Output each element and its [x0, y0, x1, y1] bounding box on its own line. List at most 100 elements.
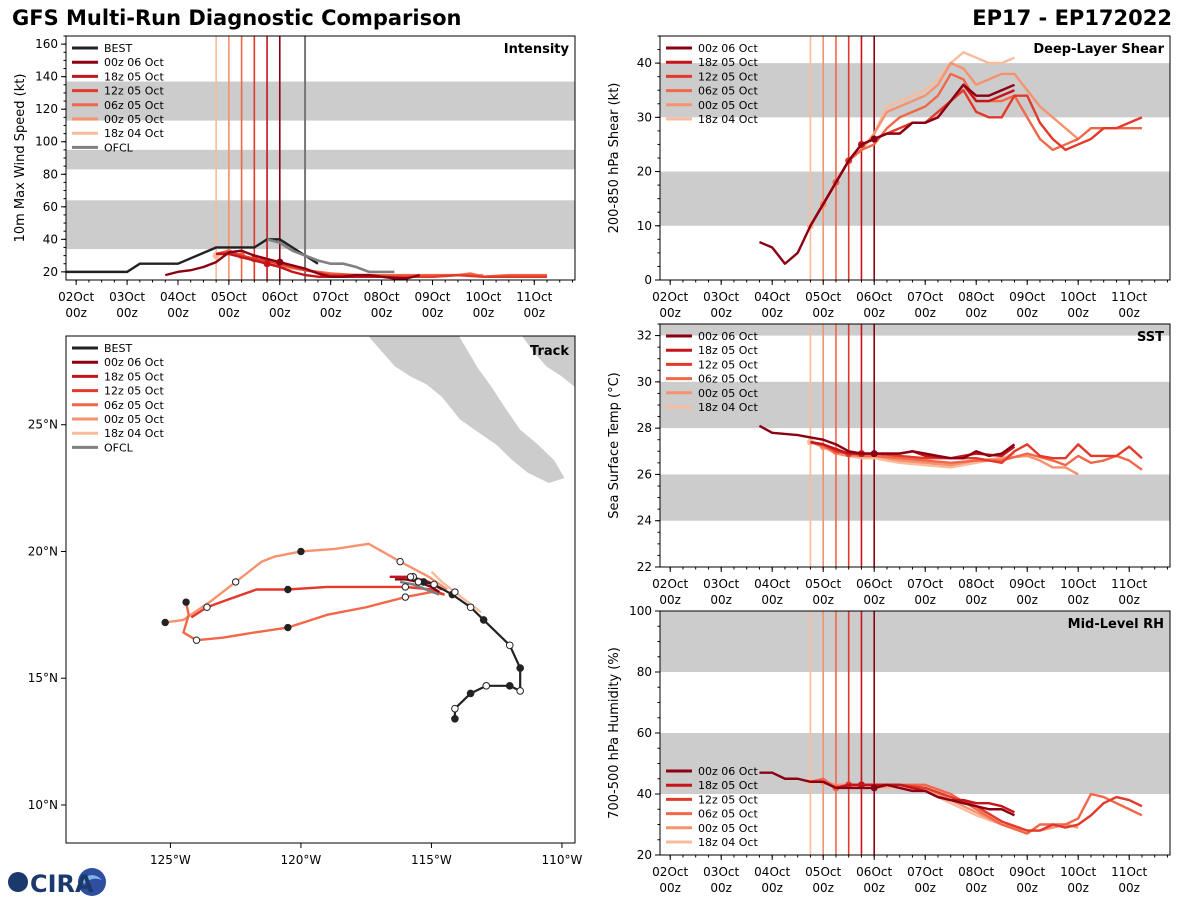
- intensity-xtick-label: 07Oct: [313, 290, 349, 304]
- track-run-marker: [161, 618, 169, 627]
- sst-legend-label: 18z 04 Oct: [698, 401, 758, 414]
- intensity-legend-label: 00z 06 Oct: [104, 56, 164, 69]
- track-run-marker: [231, 578, 240, 586]
- track-run-marker: [414, 578, 423, 586]
- track-run-marker: [406, 573, 415, 581]
- rh-legend-label: 18z 04 Oct: [698, 836, 758, 849]
- track-best-marker: [516, 664, 524, 672]
- intensity-xtick-label: 10Oct: [465, 290, 501, 304]
- logo-swirl-icon: [78, 868, 106, 896]
- intensity-xtick-sublabel: 00z: [473, 306, 495, 320]
- rh-legend-label: 06z 05 Oct: [698, 808, 758, 821]
- shear-xtick-sublabel: 00z: [965, 306, 987, 320]
- island-land: [342, 320, 348, 326]
- rh-init-marker: [857, 781, 865, 789]
- intensity-ofcl-trace: [266, 238, 395, 274]
- shear-xtick-sublabel: 00z: [863, 306, 885, 320]
- shear-xtick-sublabel: 00z: [812, 306, 834, 320]
- baja-california-land: [368, 336, 565, 484]
- shear-series-line: [758, 83, 1015, 265]
- sst-series-line: [810, 440, 1079, 476]
- track-xtick-label: 120°W: [281, 853, 322, 867]
- intensity-xtick-sublabel: 00z: [523, 306, 545, 320]
- rh-xtick-sublabel: 00z: [659, 881, 681, 895]
- rh-xtick-sublabel: 00z: [761, 881, 783, 895]
- track-legend-label: BEST: [104, 342, 132, 355]
- intensity-title: Intensity: [504, 42, 570, 57]
- track-legend-label: 12z 05 Oct: [104, 385, 164, 398]
- rh-title: Mid-Level RH: [1068, 617, 1164, 632]
- intensity-legend-label: 06z 05 Oct: [104, 99, 164, 112]
- track-run-marker: [284, 623, 292, 632]
- storm-id: EP17 - EP172022: [972, 6, 1172, 30]
- track-ytick-label: 15°N: [28, 671, 58, 685]
- track-ytick-label: 20°N: [28, 544, 58, 558]
- rh-xtick-label: 11Oct: [1111, 865, 1147, 879]
- shear-panel: 02Oct 00z 03Oct 00z 04Oct 00z 05Oct 00z 06Oct 00z…: [607, 35, 1171, 320]
- intensity-xtick-sublabel: 00z: [65, 306, 87, 320]
- shear-ylabel: 200-850 hPa Shear (kt): [607, 83, 622, 234]
- track-map: [161, 320, 575, 723]
- sst-legend-label: 06z 05 Oct: [698, 373, 758, 386]
- sst-ytick-label: 30: [637, 375, 652, 389]
- intensity-ylabel: 10m Max Wind Speed (kt): [13, 74, 28, 243]
- rh-xtick-label: 06Oct: [856, 865, 892, 879]
- track-legend-label: 18z 05 Oct: [104, 370, 164, 383]
- track-run-marker: [297, 547, 305, 556]
- shear-band-1: [660, 63, 1170, 118]
- sst-xtick-sublabel: 00z: [659, 593, 681, 607]
- shear-xtick-label: 05Oct: [805, 290, 841, 304]
- intensity-xtick-label: 04Oct: [160, 290, 196, 304]
- sst-ytick-label: 28: [637, 421, 652, 435]
- track-best-marker: [430, 580, 438, 589]
- page-title: GFS Multi-Run Diagnostic Comparison: [12, 6, 462, 30]
- track-panel: 125°W 120°W 115°W 110°W 10°N 15°N 20°N 25°N Trac…: [28, 320, 583, 867]
- intensity-ytick-label: 120: [35, 102, 58, 116]
- sst-legend-label: 12z 05 Oct: [698, 358, 758, 371]
- intensity-xtick-label: 06Oct: [262, 290, 298, 304]
- rh-ytick-label: 20: [637, 848, 652, 862]
- shear-xtick-sublabel: 00z: [914, 306, 936, 320]
- intensity-xtick-label: 03Oct: [109, 290, 145, 304]
- rh-legend-label: 12z 05 Oct: [698, 793, 758, 806]
- rh-ytick-label: 40: [637, 787, 652, 801]
- track-run-marker: [451, 588, 459, 596]
- track-xtick-label: 110°W: [542, 853, 583, 867]
- intensity-ytick-label: 80: [43, 167, 58, 181]
- sst-xtick-label: 05Oct: [805, 577, 841, 591]
- intensity-band-0: [66, 200, 575, 250]
- track-series-line: [190, 585, 445, 619]
- sst-xtick-sublabel: 00z: [1067, 593, 1089, 607]
- intensity-lines: [66, 238, 548, 280]
- rh-xtick-label: 04Oct: [754, 865, 790, 879]
- sst-band-2: [660, 324, 1170, 336]
- shear-ytick-label: 0: [644, 273, 652, 287]
- sst-xtick-label: 11Oct: [1111, 577, 1147, 591]
- shear-xtick-sublabel: 00z: [659, 306, 681, 320]
- rh-xtick-label: 03Oct: [703, 865, 739, 879]
- rh-ytick-label: 80: [637, 665, 652, 679]
- intensity-panel: 02Oct 00z 03Oct 00z 04Oct 00z 05Oct 00z 06Oct 00z…: [13, 35, 576, 320]
- sst-ytick-label: 24: [637, 514, 652, 528]
- sst-title: SST: [1137, 330, 1164, 345]
- sst-legend-label: 18z 05 Oct: [698, 344, 758, 357]
- intensity-band-2: [66, 81, 575, 121]
- track-best-marker: [482, 682, 491, 690]
- track-run-marker: [401, 593, 410, 601]
- intensity-legend-label: BEST: [104, 42, 132, 55]
- sst-ytick-label: 26: [637, 467, 652, 481]
- shear-xtick-label: 08Oct: [958, 290, 994, 304]
- sst-xtick-label: 10Oct: [1060, 577, 1096, 591]
- track-legend-label: 00z 06 Oct: [104, 356, 164, 369]
- intensity-xtick-sublabel: 00z: [269, 306, 291, 320]
- intensity-xtick-sublabel: 00z: [167, 306, 189, 320]
- shear-init-marker: [870, 135, 878, 143]
- rh-xtick-sublabel: 00z: [710, 881, 732, 895]
- intensity-xtick-label: 09Oct: [414, 290, 450, 304]
- sst-series-line: [758, 424, 1016, 460]
- intensity-series-line: [164, 249, 421, 280]
- sst-band-0: [660, 474, 1170, 521]
- intensity-band-1: [66, 149, 575, 170]
